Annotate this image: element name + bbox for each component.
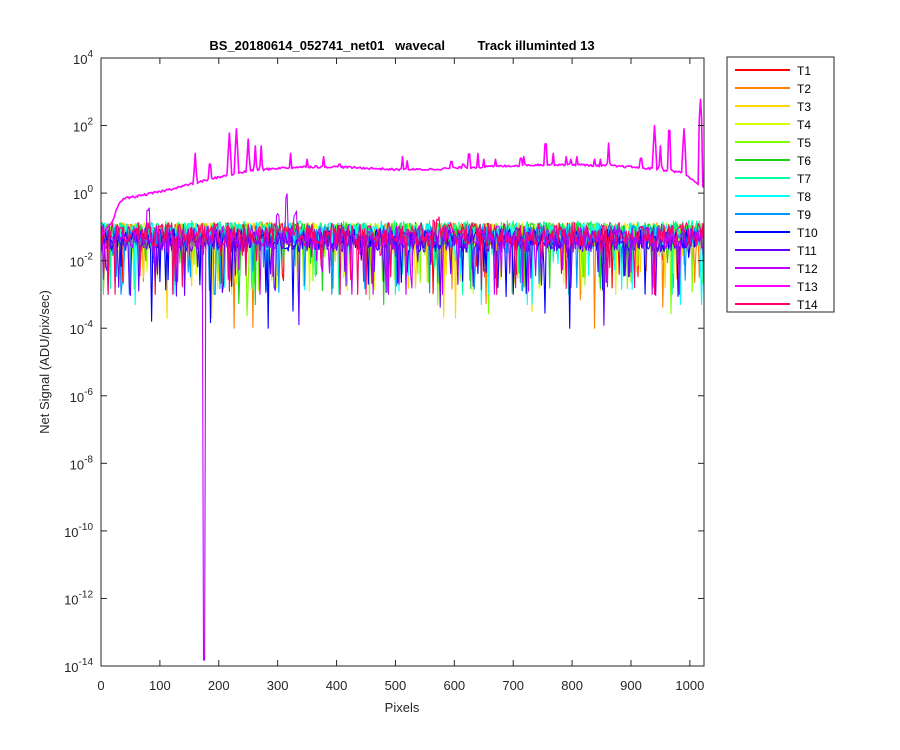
series-line-t13	[101, 98, 704, 237]
y-tick-label: 104	[73, 49, 93, 67]
x-tick-label: 800	[561, 678, 583, 693]
y-tick-exponent: 2	[87, 117, 93, 128]
x-tick-label: 100	[149, 678, 171, 693]
y-tick-label: 10-6	[70, 387, 94, 405]
legend-label-t12: T12	[797, 262, 818, 276]
y-tick-base: 10	[73, 187, 87, 202]
y-tick-exponent: 0	[87, 184, 93, 195]
plot-background	[101, 58, 704, 666]
x-axis: 0 100 200 300 400 500 600 700 800 900 1000	[97, 58, 704, 693]
y-tick-label: 10-4	[70, 319, 94, 337]
series-line-t12	[101, 193, 704, 661]
x-tick-label: 700	[502, 678, 524, 693]
legend-label-t3: T3	[797, 100, 811, 114]
x-tick-label: 0	[97, 678, 104, 693]
y-tick-exponent: -6	[84, 387, 93, 398]
y-tick-label: 10-2	[70, 252, 94, 270]
x-axis-label: Pixels	[385, 700, 420, 715]
legend-label-t10: T10	[797, 226, 818, 240]
y-tick-base: 10	[73, 120, 87, 135]
series-line-t11	[101, 228, 704, 326]
x-tick-label: 900	[620, 678, 642, 693]
y-tick-label: 10-14	[64, 657, 93, 675]
series-line-t14	[101, 216, 704, 295]
legend-label-t2: T2	[797, 82, 811, 96]
y-tick-base: 10	[70, 457, 84, 472]
legend-label-t13: T13	[797, 280, 818, 294]
y-tick-exponent: 4	[87, 49, 93, 60]
legend-label-t11: T11	[797, 244, 817, 258]
y-tick-exponent: -4	[84, 319, 93, 330]
legend-label-t14: T14	[797, 298, 818, 312]
legend-label-t4: T4	[797, 118, 811, 132]
chart-title: BS_20180614_052741_net01 wavecal Track i…	[209, 38, 594, 53]
x-tick-label: 1000	[675, 678, 704, 693]
legend-label-t6: T6	[797, 154, 811, 168]
x-tick-label: 300	[267, 678, 289, 693]
legend-label-t5: T5	[797, 136, 811, 150]
y-tick-exponent: -10	[79, 522, 94, 533]
y-tick-base: 10	[64, 592, 78, 607]
y-tick-base: 10	[64, 660, 78, 675]
legend-label-t1: T1	[797, 64, 811, 78]
legend-label-t8: T8	[797, 190, 811, 204]
legend-label-t9: T9	[797, 208, 811, 222]
y-tick-label: 102	[73, 117, 93, 135]
y-tick-exponent: -14	[79, 657, 94, 668]
y-tick-exponent: -12	[79, 589, 94, 600]
x-tick-label: 500	[385, 678, 407, 693]
y-axis-label: Net Signal (ADU/pix/sec)	[37, 290, 52, 434]
x-tick-label: 600	[443, 678, 465, 693]
axes-box	[100, 57, 705, 667]
legend-label-t7: T7	[797, 172, 811, 186]
x-tick-label: 400	[326, 678, 348, 693]
y-tick-label: 100	[73, 184, 93, 202]
y-tick-label: 10-8	[70, 454, 94, 472]
legend-box	[726, 56, 835, 313]
y-tick-exponent: -8	[84, 454, 93, 465]
plot-area	[100, 57, 705, 667]
y-tick-label: 10-12	[64, 589, 93, 607]
y-tick-base: 10	[70, 322, 84, 337]
y-tick-base: 10	[73, 52, 87, 67]
y-tick-exponent: -2	[84, 252, 93, 263]
x-tick-label: 200	[208, 678, 230, 693]
series-layer	[101, 98, 704, 661]
y-tick-base: 10	[70, 390, 84, 405]
legend[interactable]: T1 T2 T3 T4 T5 T6 T7 T8 T9 T10 T11 T12 T13 T14	[726, 56, 835, 313]
y-tick-base: 10	[64, 525, 78, 540]
y-tick-base: 10	[70, 255, 84, 270]
y-tick-label: 10-10	[64, 522, 93, 540]
